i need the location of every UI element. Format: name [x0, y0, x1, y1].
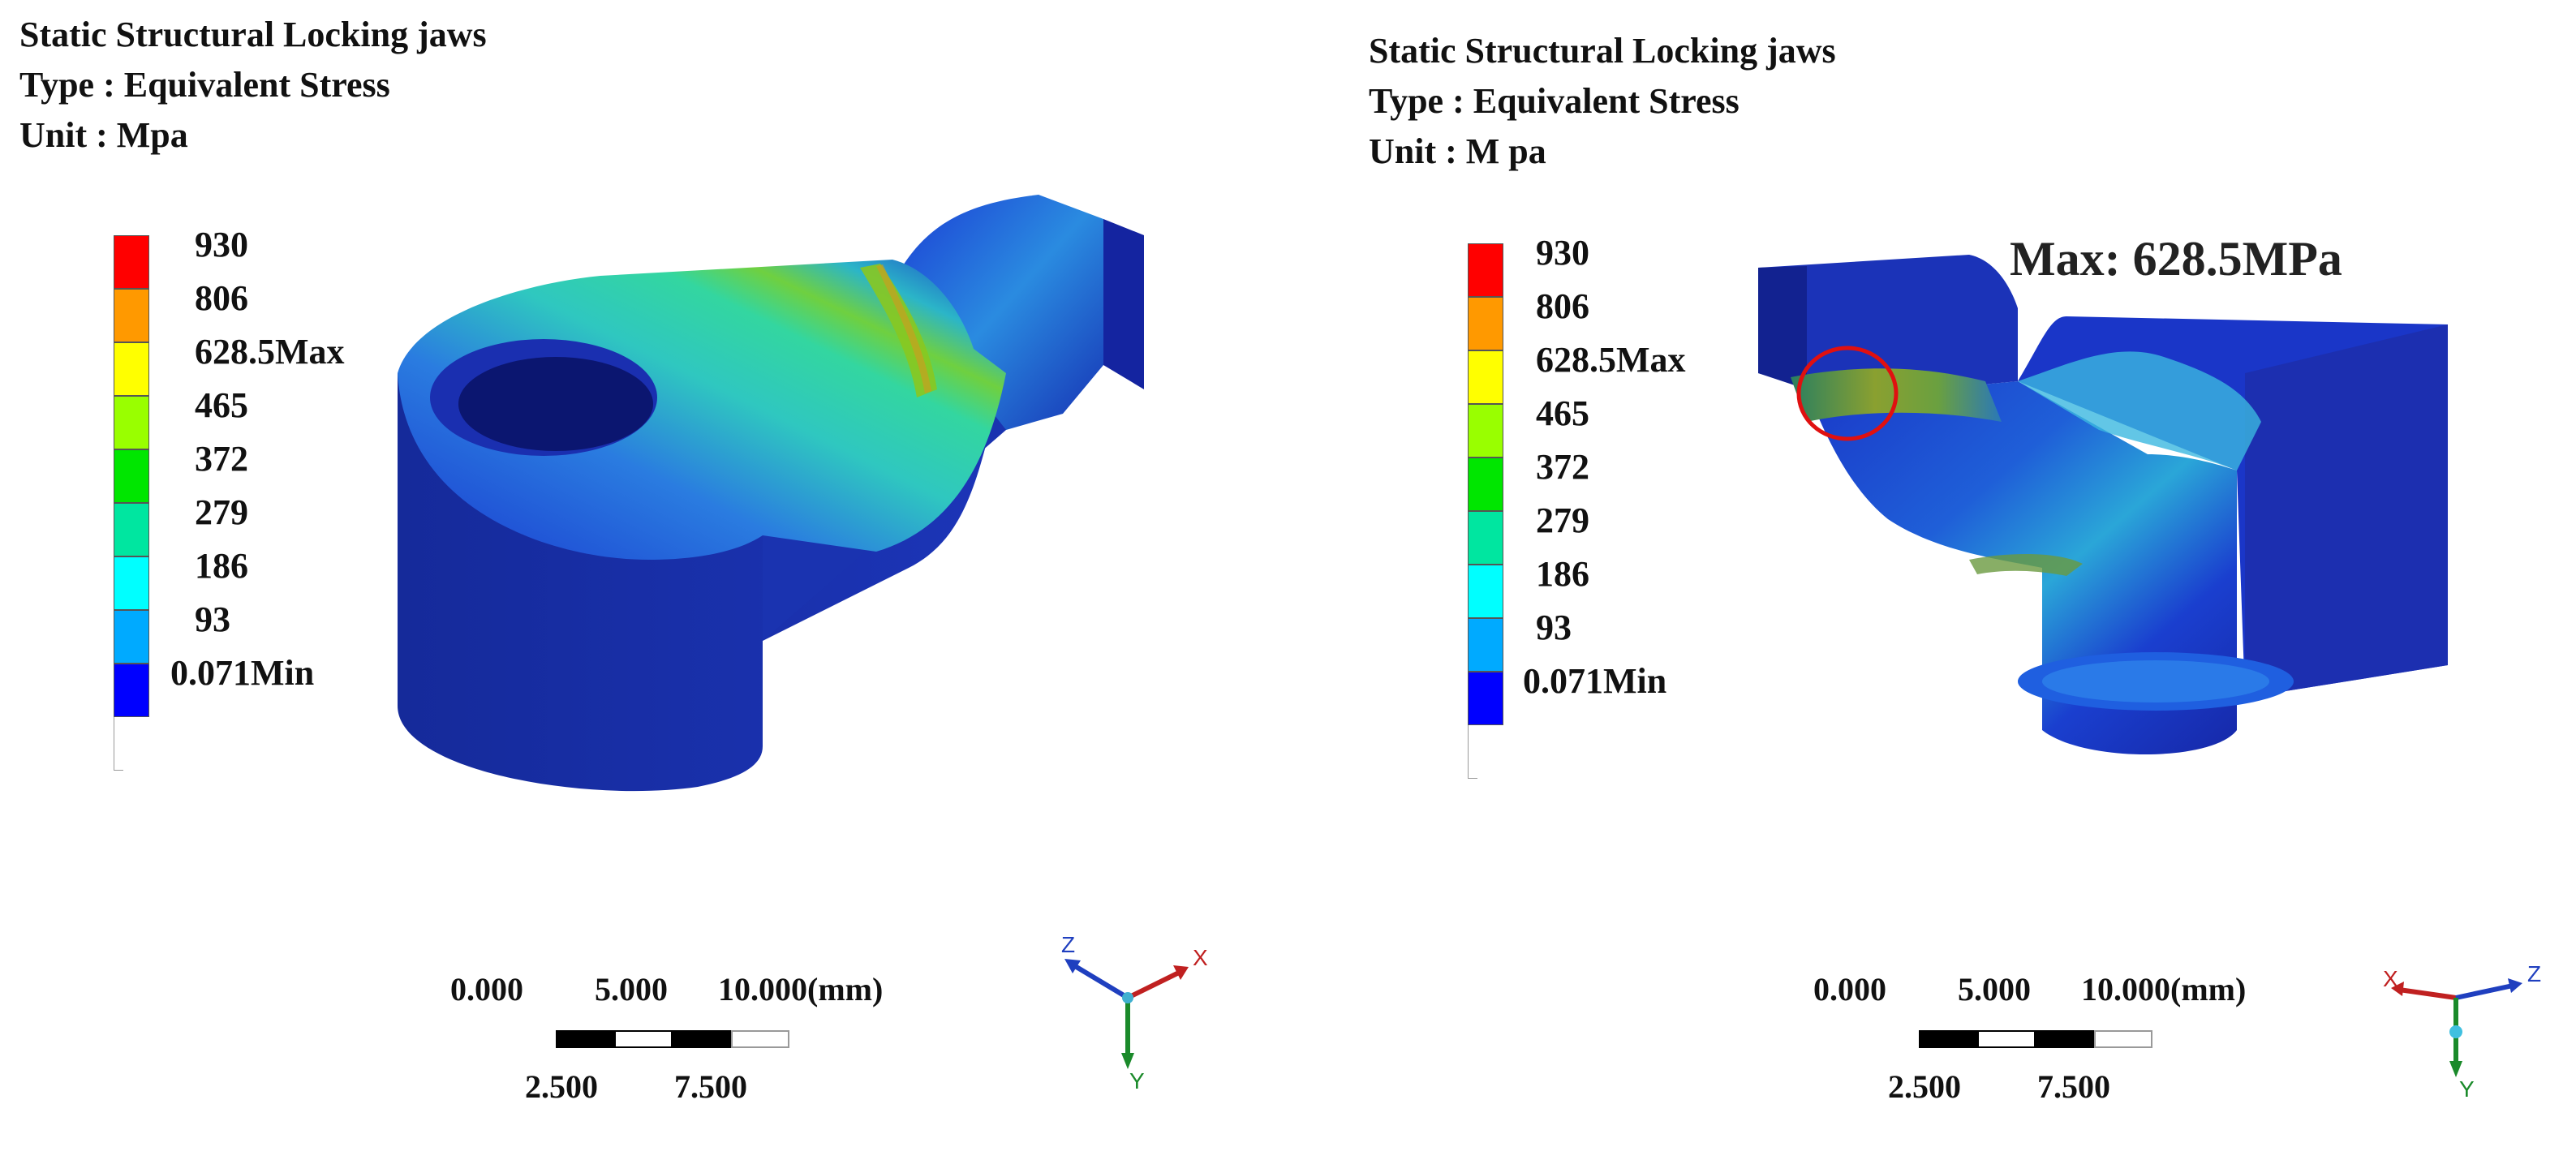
- scale-label: 0.000: [1813, 971, 1886, 1007]
- legend-label: 0.071Min: [1523, 661, 1667, 701]
- legend-label: 465: [1536, 393, 1589, 433]
- legend-label: 0.071Min: [170, 653, 315, 693]
- unit-line: Unit : Mpa: [19, 115, 188, 155]
- legend-label: 279: [195, 492, 248, 532]
- legend-swatch-min: [1468, 725, 1477, 779]
- legend-label: 806: [1536, 286, 1589, 326]
- plot-title: Static Structural Locking jaws: [19, 15, 487, 54]
- legend-label: 93: [1536, 608, 1572, 647]
- legend-swatch-min: [114, 717, 123, 771]
- axis-label-y: Y: [1129, 1068, 1145, 1093]
- scale-label: 5.000: [1958, 971, 2031, 1007]
- legend-swatch: [1468, 297, 1503, 350]
- legend-swatch: [1468, 350, 1503, 404]
- legend-label: 186: [195, 546, 248, 586]
- axis-triad-right: X Z Y: [2383, 961, 2541, 1102]
- legend-swatch: [1468, 404, 1503, 458]
- legend-label: 628.5Max: [1536, 340, 1686, 380]
- scale-label: 10.000(mm): [2081, 971, 2247, 1007]
- title-block: Static Structural Locking jaws Type : Eq…: [19, 10, 487, 161]
- legend-label: 465: [195, 385, 248, 425]
- legend-swatch: [1468, 243, 1503, 297]
- scale-segment: [673, 1030, 731, 1048]
- axis-label-z: Z: [2527, 961, 2541, 986]
- legend-swatch: [114, 289, 149, 342]
- scale-segment: [614, 1030, 673, 1048]
- scale-segment: [2094, 1030, 2152, 1048]
- scale-label: 7.500: [674, 1068, 747, 1105]
- legend-swatch: [114, 503, 149, 556]
- legend-swatch: [114, 342, 149, 396]
- scale-label: 7.500: [2037, 1068, 2110, 1105]
- legend-swatch: [114, 664, 149, 717]
- plot-title: Static Structural Locking jaws: [1369, 31, 1836, 71]
- legend-swatch: [114, 610, 149, 664]
- axis-label-x: X: [2383, 966, 2398, 991]
- scale-label: 2.500: [525, 1068, 598, 1105]
- legend-swatch: [1468, 511, 1503, 565]
- type-line: Type : Equivalent Stress: [1369, 81, 1740, 121]
- scale-segment: [2036, 1030, 2094, 1048]
- legend-swatch: [114, 396, 149, 449]
- scale-label: 5.000: [595, 971, 668, 1007]
- scale-label: 0.000: [450, 971, 523, 1007]
- legend-label: 806: [195, 278, 248, 318]
- legend-label: 930: [195, 225, 248, 264]
- scale-segment: [731, 1030, 789, 1048]
- scale-label: 2.500: [1888, 1068, 1961, 1105]
- type-line: Type : Equivalent Stress: [19, 65, 390, 105]
- legend-swatch: [114, 449, 149, 503]
- legend-swatch: [1468, 618, 1503, 672]
- legend-label: 372: [195, 439, 248, 479]
- legend-label: 279: [1536, 501, 1589, 540]
- scale-label: 10.000(mm): [718, 971, 884, 1007]
- unit-line: Unit : M pa: [1369, 131, 1546, 171]
- legend-swatch: [1468, 672, 1503, 725]
- scale-segment: [1919, 1030, 1977, 1048]
- fea-model-right: [1758, 255, 2448, 754]
- legend-label: 93: [195, 599, 230, 639]
- legend-swatch: [1468, 458, 1503, 511]
- fea-model-left: [398, 195, 1144, 792]
- legend-swatch: [114, 556, 149, 610]
- axis-triad-left: Z X Y: [1061, 932, 1208, 1093]
- axis-label-x: X: [1193, 945, 1208, 970]
- scale-segment: [1977, 1030, 2036, 1048]
- max-stress-callout: Max: 628.5MPa: [2010, 232, 2342, 286]
- panel-left: Static Structural Locking jaws Type : Eq…: [19, 10, 1208, 1105]
- legend-swatch: [114, 235, 149, 289]
- legend-swatch: [1468, 565, 1503, 618]
- legend-label: 186: [1536, 554, 1589, 594]
- legend-label: 930: [1536, 233, 1589, 273]
- legend-label: 628.5Max: [195, 332, 345, 372]
- axis-label-y: Y: [2459, 1076, 2475, 1102]
- axis-label-z: Z: [1061, 932, 1075, 957]
- max-stress-highlight: [1796, 346, 1899, 441]
- title-block: Static Structural Locking jaws Type : Eq…: [1369, 26, 1836, 177]
- panel-right: Static Structural Locking jaws Type : Eq…: [1288, 0, 2575, 1160]
- scale-segment: [556, 1030, 614, 1048]
- legend-label: 372: [1536, 447, 1589, 487]
